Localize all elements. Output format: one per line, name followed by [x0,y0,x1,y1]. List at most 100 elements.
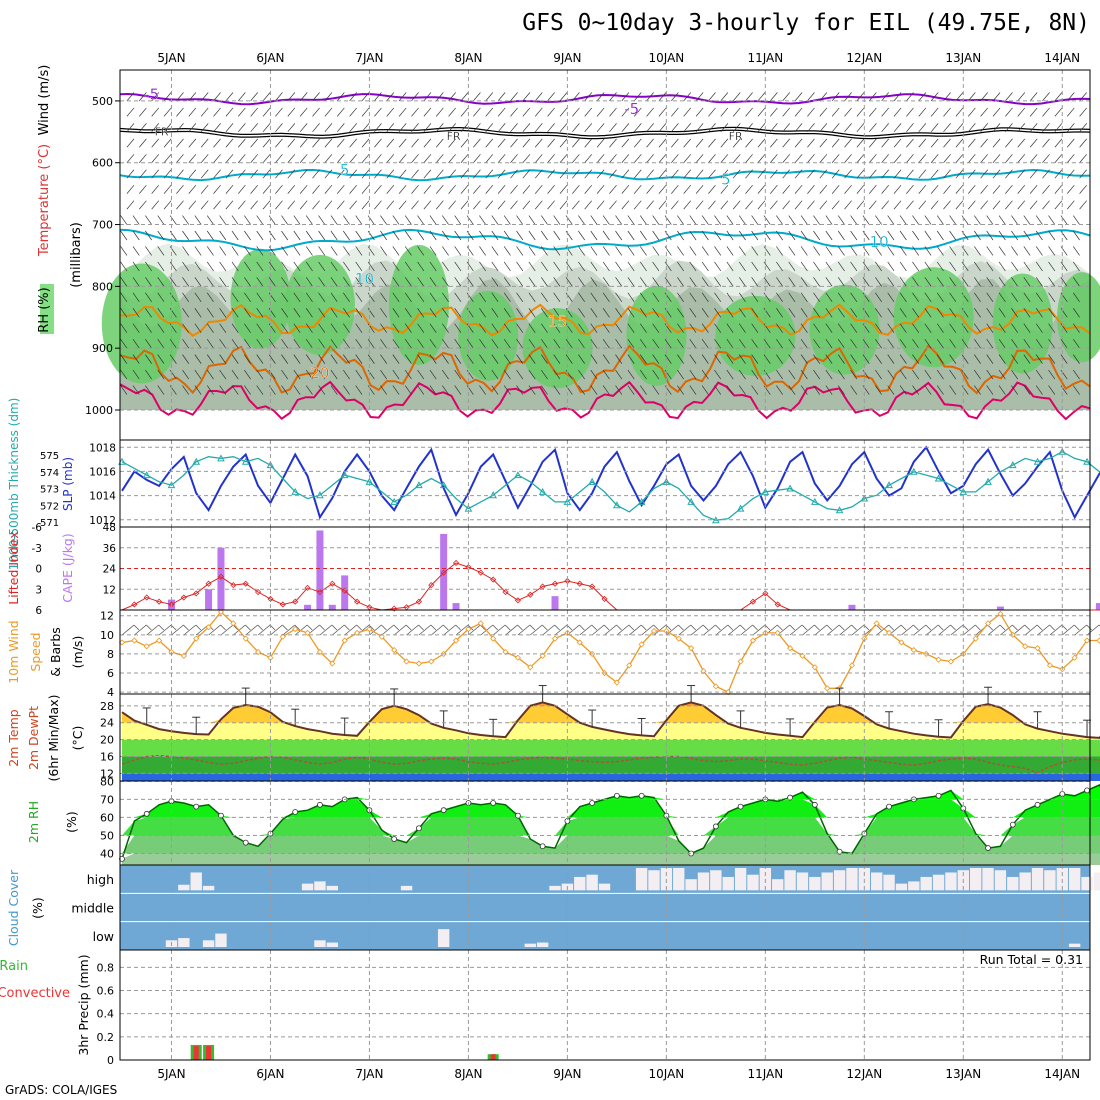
wind-barb [1023,369,1031,380]
wind-barb [188,169,197,179]
wind-barb [869,184,877,194]
wind-barb [751,354,759,364]
wind-barb [188,107,197,117]
wind-barb [788,261,796,272]
wind-barb [757,200,766,210]
wind-barb [206,338,214,349]
wind-barb [1086,624,1100,636]
wind-marker [415,660,422,667]
wind-marker [292,626,299,633]
wind-barb [392,338,400,349]
wind-barb [720,107,729,117]
wind-barb [330,354,338,364]
wind-barb [540,246,548,256]
precip-conv-bar [193,1046,199,1060]
cape-bar [440,533,448,610]
wind-barb-flag [727,624,734,631]
wind-barb [219,369,227,380]
wind-barb [553,261,561,272]
wind-barb [974,385,981,395]
wind-barb [726,323,734,333]
wind-barb [646,184,654,194]
li-marker [452,559,460,567]
wind-barb [330,292,338,303]
wind-marker [935,656,942,663]
wind-barb [305,354,313,364]
dewpoint-line [121,754,1100,774]
thickness-line [121,450,1100,521]
wind-barb [293,369,301,380]
wind-barb [974,292,981,303]
wind-barb [899,261,907,272]
wind-barb [980,169,988,179]
wind-barb [677,323,684,333]
wind-barb [522,169,531,179]
x-label-bottom-14JAN: 14JAN [1044,1067,1080,1081]
wind-barb [757,92,766,102]
wind-barb [1029,169,1038,179]
wind-barb [974,261,981,272]
wind-barb [516,215,524,225]
wind-barb [800,230,808,241]
wind-barb [163,169,172,179]
wind-barb [998,292,1006,303]
wind-barb [998,277,1006,287]
cape-bar [304,604,312,610]
wind-barb [998,338,1006,349]
wind-barb [1024,624,1038,636]
wind-barb [800,246,808,256]
precip-ylabel: 3hr Precip (mm) [76,954,91,1055]
wind-barb [1074,624,1087,636]
thickness-marker [786,484,794,492]
wind-barb [862,338,870,349]
wind-barb [837,261,845,272]
wind-barb [800,292,808,303]
x-label-bottom-11JAN: 11JAN [747,1067,783,1081]
wind-barb [404,338,412,349]
wind-marker [650,627,658,635]
wind-barb [355,230,363,241]
wind-barb [157,230,165,241]
wind-barb [262,200,271,210]
wind-barb [590,261,598,272]
wind-barb [503,354,511,364]
wind-barb-flag [158,624,165,631]
wind-barb [244,230,251,241]
li-marker [341,587,348,594]
wind-barb [386,184,395,194]
wind-barb [1079,123,1087,133]
wind-barb [244,354,251,364]
wind-barb [423,138,432,148]
wind-barb [343,246,350,256]
wind-barb [516,230,524,241]
wind-barb [831,184,840,194]
wind-barb [633,184,642,194]
wind-barb [275,184,283,194]
upper-air-ylabel: Temperature (°C) [37,144,52,257]
wind-barb [615,308,623,318]
wind-barb [887,385,895,395]
wind-barb [503,215,511,225]
wind-barb [318,215,326,225]
wind-barb [738,292,746,303]
wind-barb [176,138,184,148]
wind-barb [516,292,524,303]
wind-barb [330,385,338,395]
wind-barb [664,338,672,349]
wind-barb [708,154,716,163]
wind-barb [837,215,845,225]
wind-barb [473,154,481,163]
wind-barb [238,92,246,102]
wind-barb [998,323,1006,333]
wind-tick-label: 6 [107,667,114,680]
rh-marker [811,801,818,808]
wind-barb [763,338,771,349]
wind-barb [497,107,506,117]
wind-barb [182,215,190,225]
isotherm-label: -5 [144,86,159,104]
wind-barb [992,138,1001,148]
wind-barb [633,200,642,210]
wind-barb [949,292,957,303]
wind-barb [330,369,338,380]
wind-barb [553,308,561,318]
